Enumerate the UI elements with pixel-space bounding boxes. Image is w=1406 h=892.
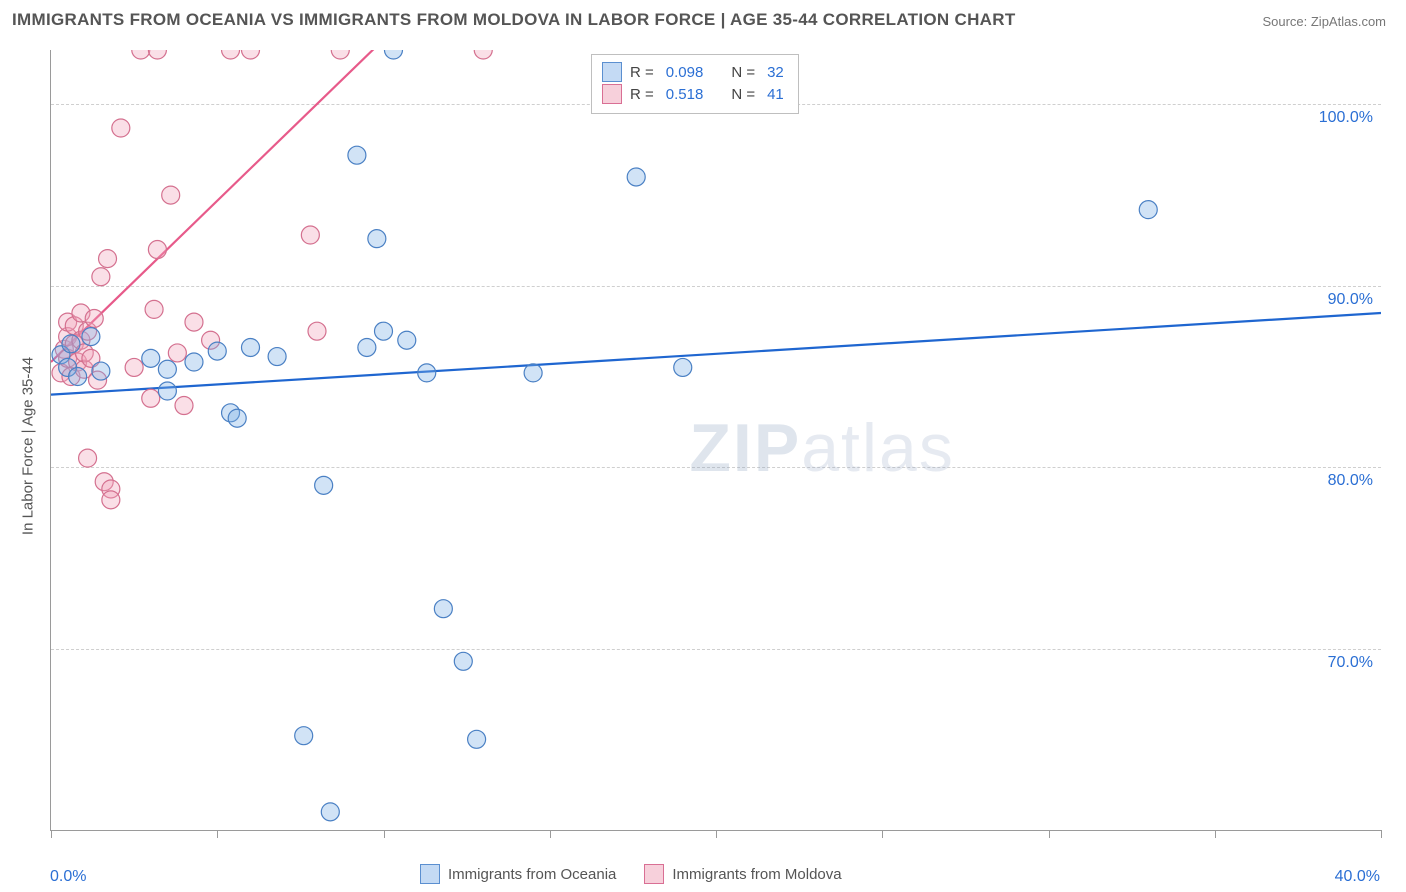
swatch-pink-icon <box>644 864 664 884</box>
data-point <box>82 328 100 346</box>
data-point <box>222 50 240 59</box>
n-label: N = <box>731 64 755 81</box>
data-point <box>148 50 166 59</box>
legend-item-oceania: Immigrants from Oceania <box>420 864 616 884</box>
data-point <box>434 600 452 618</box>
data-point <box>268 348 286 366</box>
swatch-pink-icon <box>602 84 622 104</box>
data-point <box>627 168 645 186</box>
legend-series: Immigrants from Oceania Immigrants from … <box>420 864 842 884</box>
n-value: 41 <box>767 86 784 103</box>
data-point <box>148 241 166 259</box>
plot-area: ZIPatlas R = 0.098 N = 32 R = 0.518 N = … <box>50 50 1381 831</box>
data-point <box>384 50 402 59</box>
r-value: 0.098 <box>666 64 704 81</box>
x-label-max: 40.0% <box>1335 868 1380 886</box>
data-point <box>208 342 226 360</box>
data-point <box>1139 201 1157 219</box>
data-point <box>102 491 120 509</box>
legend-label: Immigrants from Moldova <box>672 866 841 883</box>
data-point <box>92 268 110 286</box>
data-point <box>468 730 486 748</box>
data-point <box>142 349 160 367</box>
y-tick-label: 90.0% <box>1328 291 1373 309</box>
data-point <box>79 449 97 467</box>
data-point <box>158 360 176 378</box>
data-point <box>92 362 110 380</box>
data-point <box>85 309 103 327</box>
data-point <box>398 331 416 349</box>
data-point <box>168 344 186 362</box>
data-point <box>674 358 692 376</box>
legend-label: Immigrants from Oceania <box>448 866 616 883</box>
data-point <box>315 476 333 494</box>
swatch-blue-icon <box>602 62 622 82</box>
data-point <box>69 368 87 386</box>
data-point <box>185 353 203 371</box>
data-point <box>321 803 339 821</box>
r-label: R = <box>630 64 654 81</box>
data-point <box>162 186 180 204</box>
data-point <box>132 50 150 59</box>
data-point <box>295 727 313 745</box>
data-point <box>125 358 143 376</box>
data-point <box>99 250 117 268</box>
data-point <box>348 146 366 164</box>
chart-svg <box>51 50 1381 830</box>
r-label: R = <box>630 86 654 103</box>
data-point <box>242 50 260 59</box>
data-point <box>454 652 472 670</box>
data-point <box>62 335 80 353</box>
data-point <box>185 313 203 331</box>
chart-container: IMMIGRANTS FROM OCEANIA VS IMMIGRANTS FR… <box>0 0 1406 892</box>
n-label: N = <box>731 86 755 103</box>
data-point <box>175 397 193 415</box>
data-point <box>142 389 160 407</box>
swatch-blue-icon <box>420 864 440 884</box>
trend-line-moldova <box>51 50 410 362</box>
data-point <box>228 409 246 427</box>
data-point <box>308 322 326 340</box>
data-point <box>375 322 393 340</box>
data-point <box>112 119 130 137</box>
y-axis-label: In Labor Force | Age 35-44 <box>19 357 36 535</box>
legend-stats-row-moldova: R = 0.518 N = 41 <box>602 83 784 105</box>
chart-title: IMMIGRANTS FROM OCEANIA VS IMMIGRANTS FR… <box>12 10 1016 30</box>
legend-stats: R = 0.098 N = 32 R = 0.518 N = 41 <box>591 54 799 114</box>
data-point <box>301 226 319 244</box>
r-value: 0.518 <box>666 86 704 103</box>
data-point <box>145 300 163 318</box>
legend-stats-row-oceania: R = 0.098 N = 32 <box>602 61 784 83</box>
y-tick-label: 100.0% <box>1319 109 1373 127</box>
y-tick-label: 80.0% <box>1328 472 1373 490</box>
n-value: 32 <box>767 64 784 81</box>
data-point <box>331 50 349 59</box>
x-label-min: 0.0% <box>50 868 86 886</box>
data-point <box>524 364 542 382</box>
legend-item-moldova: Immigrants from Moldova <box>644 864 841 884</box>
data-point <box>418 364 436 382</box>
data-point <box>242 338 260 356</box>
data-point <box>358 338 376 356</box>
data-point <box>158 382 176 400</box>
data-point <box>368 230 386 248</box>
source-credit: Source: ZipAtlas.com <box>1262 14 1386 29</box>
y-tick-label: 70.0% <box>1328 654 1373 672</box>
data-point <box>474 50 492 59</box>
